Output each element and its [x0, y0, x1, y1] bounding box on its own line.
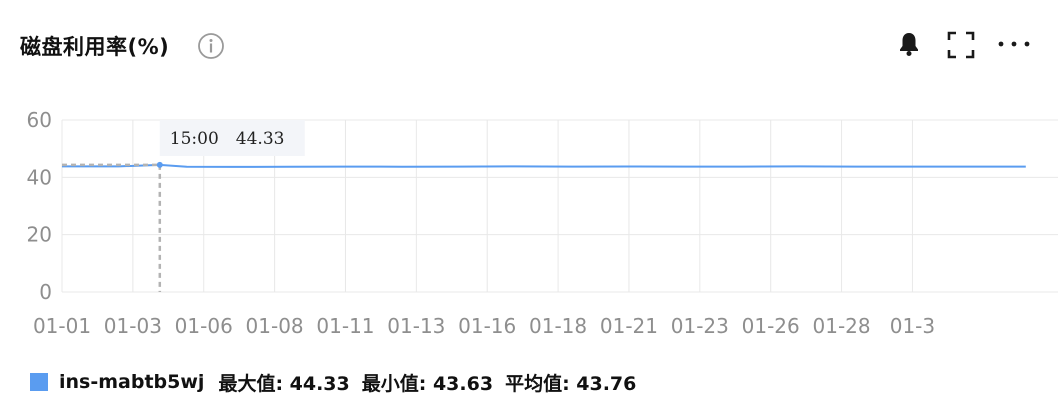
x-tick-label: 01-08 — [246, 314, 304, 338]
info-icon[interactable] — [197, 32, 225, 60]
x-tick-label: 01-21 — [600, 314, 658, 338]
legend-min: 最小值: 43.63 — [361, 372, 494, 395]
x-tick-label: 01-13 — [387, 314, 445, 338]
tooltip: 15:00 44.33 — [62, 120, 305, 292]
x-tick-label: 01-16 — [458, 314, 516, 338]
series-layer — [62, 163, 1026, 168]
y-tick-label: 20 — [27, 223, 52, 247]
axes: 0 20 40 60 01-01 01-03 01-06 01-08 01-11 01-13 01-… — [27, 108, 936, 338]
y-tick-label: 60 — [27, 108, 52, 132]
x-tick-label: 01-11 — [316, 314, 374, 338]
hover-point — [156, 161, 163, 168]
line-chart[interactable]: 0 20 40 60 01-01 01-03 01-06 01-08 01-11 01-13 01-… — [0, 92, 1058, 350]
bell-icon[interactable] — [895, 30, 923, 58]
tooltip-box — [159, 120, 305, 156]
x-tick-label: 01-18 — [529, 314, 587, 338]
y-tick-label: 0 — [39, 280, 52, 304]
chart-title: 磁盘利用率(%) — [20, 35, 170, 59]
tooltip-value: 44.33 — [236, 129, 285, 149]
legend-series-name[interactable]: ins-mabtb5wj — [59, 371, 205, 393]
y-tick-label: 40 — [27, 165, 52, 189]
chart-area: 0 20 40 60 01-01 01-03 01-06 01-08 01-11 01-13 01-… — [0, 92, 1058, 350]
fullscreen-icon[interactable] — [945, 29, 977, 61]
x-tick-label: 01-03 — [104, 314, 162, 338]
x-tick-label: 01-23 — [671, 314, 729, 338]
series-line[interactable] — [62, 163, 1026, 168]
x-tick-label: 01-01 — [33, 314, 91, 338]
chart-header: 磁盘利用率(%) — [0, 0, 1058, 92]
legend-max: 最大值: 44.33 — [218, 372, 350, 395]
x-tick-label: 01-28 — [813, 314, 871, 338]
legend: ins-mabtb5wj 最大值: 44.33 最小值: 43.63 平均值: … — [30, 366, 648, 398]
tooltip-time: 15:00 — [170, 129, 219, 149]
legend-avg: 平均值: 43.76 — [505, 372, 637, 395]
more-icon[interactable] — [995, 30, 1035, 58]
x-tick-label: 01-3 — [890, 314, 935, 338]
legend-swatch[interactable] — [30, 373, 48, 391]
x-tick-label: 01-26 — [742, 314, 800, 338]
x-tick-label: 01-06 — [175, 314, 233, 338]
